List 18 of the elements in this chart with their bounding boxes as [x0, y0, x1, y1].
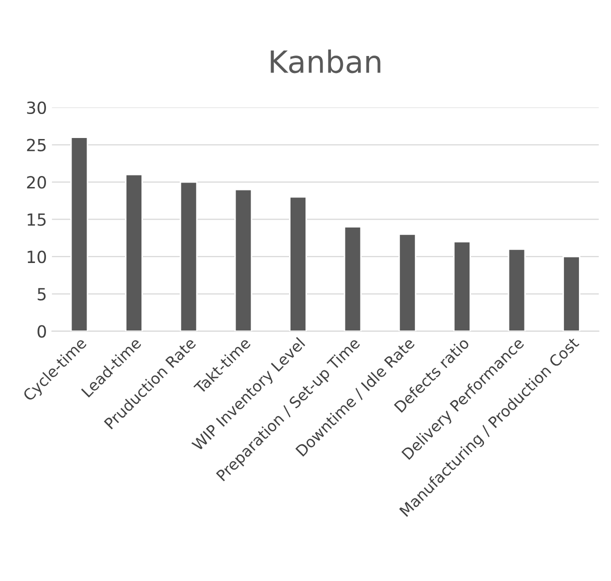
bar: [562, 256, 580, 332]
bar: [398, 234, 416, 332]
bar: [234, 188, 252, 332]
y-tick-label: 25: [27, 138, 46, 152]
bar: [453, 241, 471, 332]
y-tick-label: 0: [38, 325, 46, 338]
bar: [180, 181, 198, 332]
bar: [70, 136, 88, 332]
y-tick-label: 5: [38, 288, 46, 300]
bar: [508, 248, 526, 332]
bar: [344, 226, 362, 332]
bar: [125, 174, 143, 332]
y-tick-label: 10: [28, 250, 46, 264]
y-tick-label: 30: [27, 101, 46, 114]
y-tick-label: 15: [28, 214, 46, 226]
chart-title: Kanban: [270, 50, 380, 74]
y-tick-label: 20: [27, 176, 46, 189]
bar: [289, 196, 307, 332]
